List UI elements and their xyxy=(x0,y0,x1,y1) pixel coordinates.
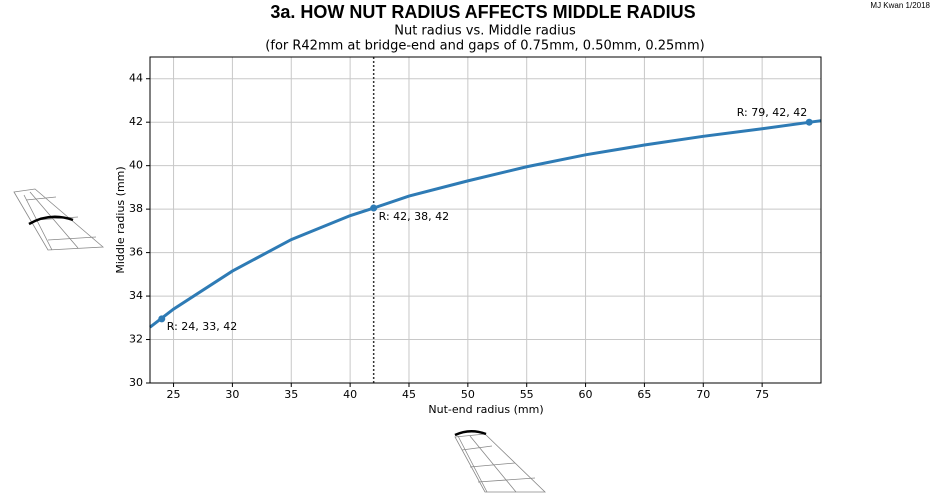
x-tick-label: 50 xyxy=(461,388,475,401)
x-tick-label: 45 xyxy=(402,388,416,401)
y-tick-label: 30 xyxy=(129,376,143,389)
x-tick-label: 35 xyxy=(284,388,298,401)
x-tick-label: 65 xyxy=(637,388,651,401)
annotation: R: 79, 42, 42 xyxy=(737,106,808,119)
fretboard-sketch xyxy=(13,188,546,493)
y-axis-label: Middle radius (mm) xyxy=(114,166,127,273)
plot-frame xyxy=(149,56,822,384)
subtitle: Nut radius vs. Middle radius xyxy=(394,24,576,39)
marker xyxy=(805,118,813,126)
data-line xyxy=(149,119,822,329)
marker xyxy=(158,315,166,323)
y-tick-label: 42 xyxy=(129,115,143,128)
x-tick-label: 60 xyxy=(579,388,593,401)
y-tick-label: 34 xyxy=(129,289,143,302)
chart-title: 3a. HOW NUT RADIUS AFFECTS MIDDLE RADIUS xyxy=(270,2,695,22)
x-tick-label: 25 xyxy=(167,388,181,401)
credit: MJ Kwan 1/2018 xyxy=(870,1,930,10)
y-tick-label: 32 xyxy=(129,333,143,346)
annotation: R: 42, 38, 42 xyxy=(379,210,450,223)
y-tick-label: 36 xyxy=(129,246,143,259)
marker xyxy=(370,204,378,212)
x-tick-label: 55 xyxy=(520,388,534,401)
annotation: R: 24, 33, 42 xyxy=(167,320,238,333)
y-tick-label: 38 xyxy=(129,202,143,215)
y-tick-label: 40 xyxy=(129,159,143,172)
x-tick-label: 30 xyxy=(225,388,239,401)
subtitle: (for R42mm at bridge-end and gaps of 0.7… xyxy=(265,39,704,54)
x-axis-label: Nut-end radius (mm) xyxy=(428,403,543,416)
x-tick-label: 70 xyxy=(696,388,710,401)
x-tick-label: 40 xyxy=(343,388,357,401)
x-tick-label: 75 xyxy=(755,388,769,401)
y-tick-label: 44 xyxy=(129,72,143,85)
